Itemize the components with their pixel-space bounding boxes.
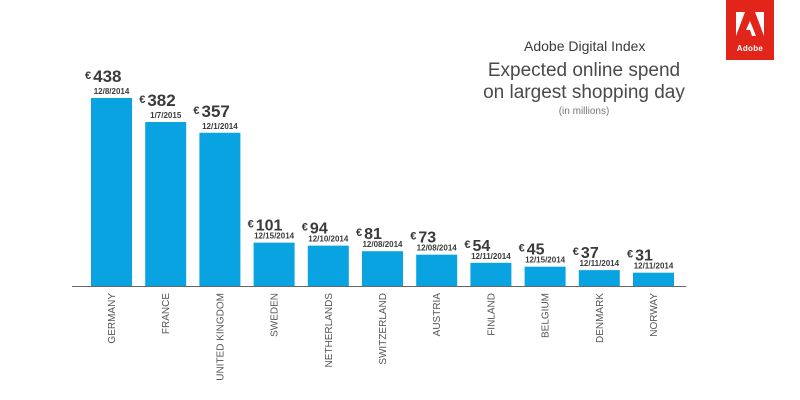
date-label-5: 12/08/2014: [362, 240, 403, 249]
value-label-5: €81: [356, 226, 382, 243]
bar-6: [416, 254, 458, 286]
date-label-8: 12/15/2014: [525, 256, 566, 265]
value-label-10: €31: [627, 248, 653, 265]
bar-2: [199, 132, 241, 286]
category-label-10: NORWAY: [649, 293, 660, 337]
date-label-1: 1/7/2015: [150, 111, 182, 120]
chart-title-line2: on largest shopping day: [483, 82, 685, 103]
bar-5: [362, 251, 403, 286]
brand-name: Adobe Digital Index: [524, 38, 646, 54]
category-label-0: GERMANY: [107, 293, 118, 344]
adobe-logo-icon: [736, 12, 764, 36]
value-label-4: €94: [302, 221, 328, 238]
date-label-6: 12/08/2014: [417, 244, 458, 253]
bar-10: [633, 272, 674, 286]
chart-title-line1: Expected online spend: [487, 60, 681, 81]
category-label-6: AUSTRIA: [432, 293, 443, 337]
category-label-2: UNITED KINGDOM: [215, 293, 226, 381]
category-label-5: SWITZERLAND: [378, 293, 389, 365]
category-label-9: DENMARK: [595, 293, 606, 343]
bar-9: [578, 270, 620, 286]
adobe-logo: Adobe: [726, 0, 774, 60]
date-label-2: 12/1/2014: [202, 122, 238, 131]
value-label-9: €37: [573, 245, 599, 262]
category-label-1: FRANCE: [161, 293, 172, 334]
value-label-1: €382: [139, 91, 176, 110]
date-label-7: 12/11/2014: [471, 252, 511, 261]
bar-0: [91, 98, 132, 286]
chart-subtitle: (in millions): [558, 106, 610, 117]
category-label-7: FINLAND: [486, 293, 497, 336]
date-label-10: 12/11/2014: [634, 262, 674, 271]
category-label-8: BELGIUM: [541, 293, 552, 338]
bar-3: [253, 242, 295, 286]
date-label-0: 12/8/2014: [94, 87, 130, 96]
value-label-6: €73: [410, 230, 436, 247]
date-label-9: 12/11/2014: [579, 259, 619, 268]
category-label-3: SWEDEN: [270, 293, 281, 337]
value-label-3: €101: [248, 218, 283, 235]
date-label-4: 12/10/2014: [308, 235, 349, 244]
bar-7: [470, 262, 512, 286]
adobe-logo-text: Adobe: [736, 44, 764, 53]
chart-title: Expected online spend on largest shoppin…: [470, 60, 698, 104]
date-label-3: 12/15/2014: [254, 232, 295, 241]
category-label-4: NETHERLANDS: [324, 293, 335, 368]
bar-1: [145, 122, 187, 286]
value-label-2: €357: [193, 102, 230, 121]
bar-4: [307, 245, 349, 286]
value-label-7: €54: [464, 238, 490, 255]
value-label-0: €438: [85, 67, 122, 86]
bar-8: [524, 266, 566, 286]
value-label-8: €45: [519, 242, 545, 259]
